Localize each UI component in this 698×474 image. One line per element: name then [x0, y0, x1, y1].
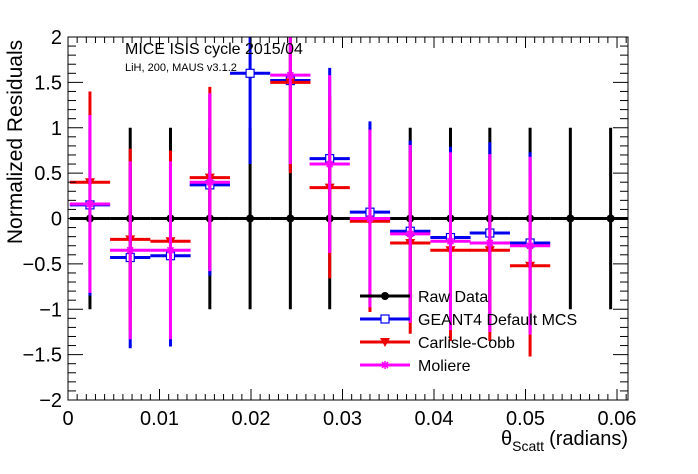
x-tick-label: 0 — [62, 408, 73, 430]
x-label-unit: (radians) — [549, 428, 628, 450]
x-tick-label: 0.01 — [140, 408, 179, 430]
x-label-subscript: Scatt — [512, 438, 544, 454]
marker — [326, 160, 334, 169]
marker — [286, 71, 294, 80]
y-tick-label: −1 — [39, 299, 62, 321]
y-tick-label: 0.5 — [34, 163, 62, 185]
marker — [366, 214, 374, 223]
y-tick-label: 2 — [51, 27, 62, 49]
marker — [206, 178, 214, 187]
plot-area — [69, 37, 628, 357]
marker — [446, 237, 455, 246]
marker — [566, 214, 575, 223]
x-tick-label: 0.02 — [232, 408, 271, 430]
marker — [245, 68, 255, 78]
y-tick-label: 1 — [51, 118, 62, 140]
x-tick-label: 0.06 — [598, 408, 637, 430]
marker — [380, 338, 390, 347]
marker — [486, 239, 494, 248]
marker — [606, 214, 615, 223]
marker — [526, 241, 534, 250]
marker — [286, 214, 295, 223]
y-tick-label: 1.5 — [34, 72, 62, 94]
marker — [246, 214, 255, 223]
marker — [406, 229, 414, 238]
legend-label: GEANT4 Default MCS — [418, 312, 577, 329]
marker — [86, 199, 94, 208]
y-tick-label: −1.5 — [23, 345, 62, 367]
marker — [381, 361, 389, 369]
x-tick-label: 0.04 — [415, 408, 454, 430]
marker — [126, 246, 134, 255]
marker — [166, 246, 175, 255]
legend-label: Moliere — [418, 358, 471, 375]
legend-label: Carlisle-Cobb — [418, 335, 515, 352]
y-tick-label: −2 — [39, 390, 62, 412]
x-tick-label: 0.05 — [506, 408, 545, 430]
x-axis-label: θScatt (radians) — [501, 428, 628, 454]
y-tick-label: −0.5 — [23, 254, 62, 276]
x-tick-label: 0.03 — [323, 408, 362, 430]
y-axis-label: Normalized Residuals — [4, 40, 27, 244]
marker — [381, 292, 389, 300]
marker — [380, 314, 390, 324]
chart-subtitle: LiH, 200, MAUS v3.1.2 — [125, 62, 237, 74]
chart-title: MICE ISIS cycle 2015/04 — [125, 41, 303, 58]
y-tick-label: 0 — [51, 209, 62, 231]
legend-label: Raw Data — [418, 289, 488, 306]
x-label-symbol: θ — [501, 428, 512, 450]
